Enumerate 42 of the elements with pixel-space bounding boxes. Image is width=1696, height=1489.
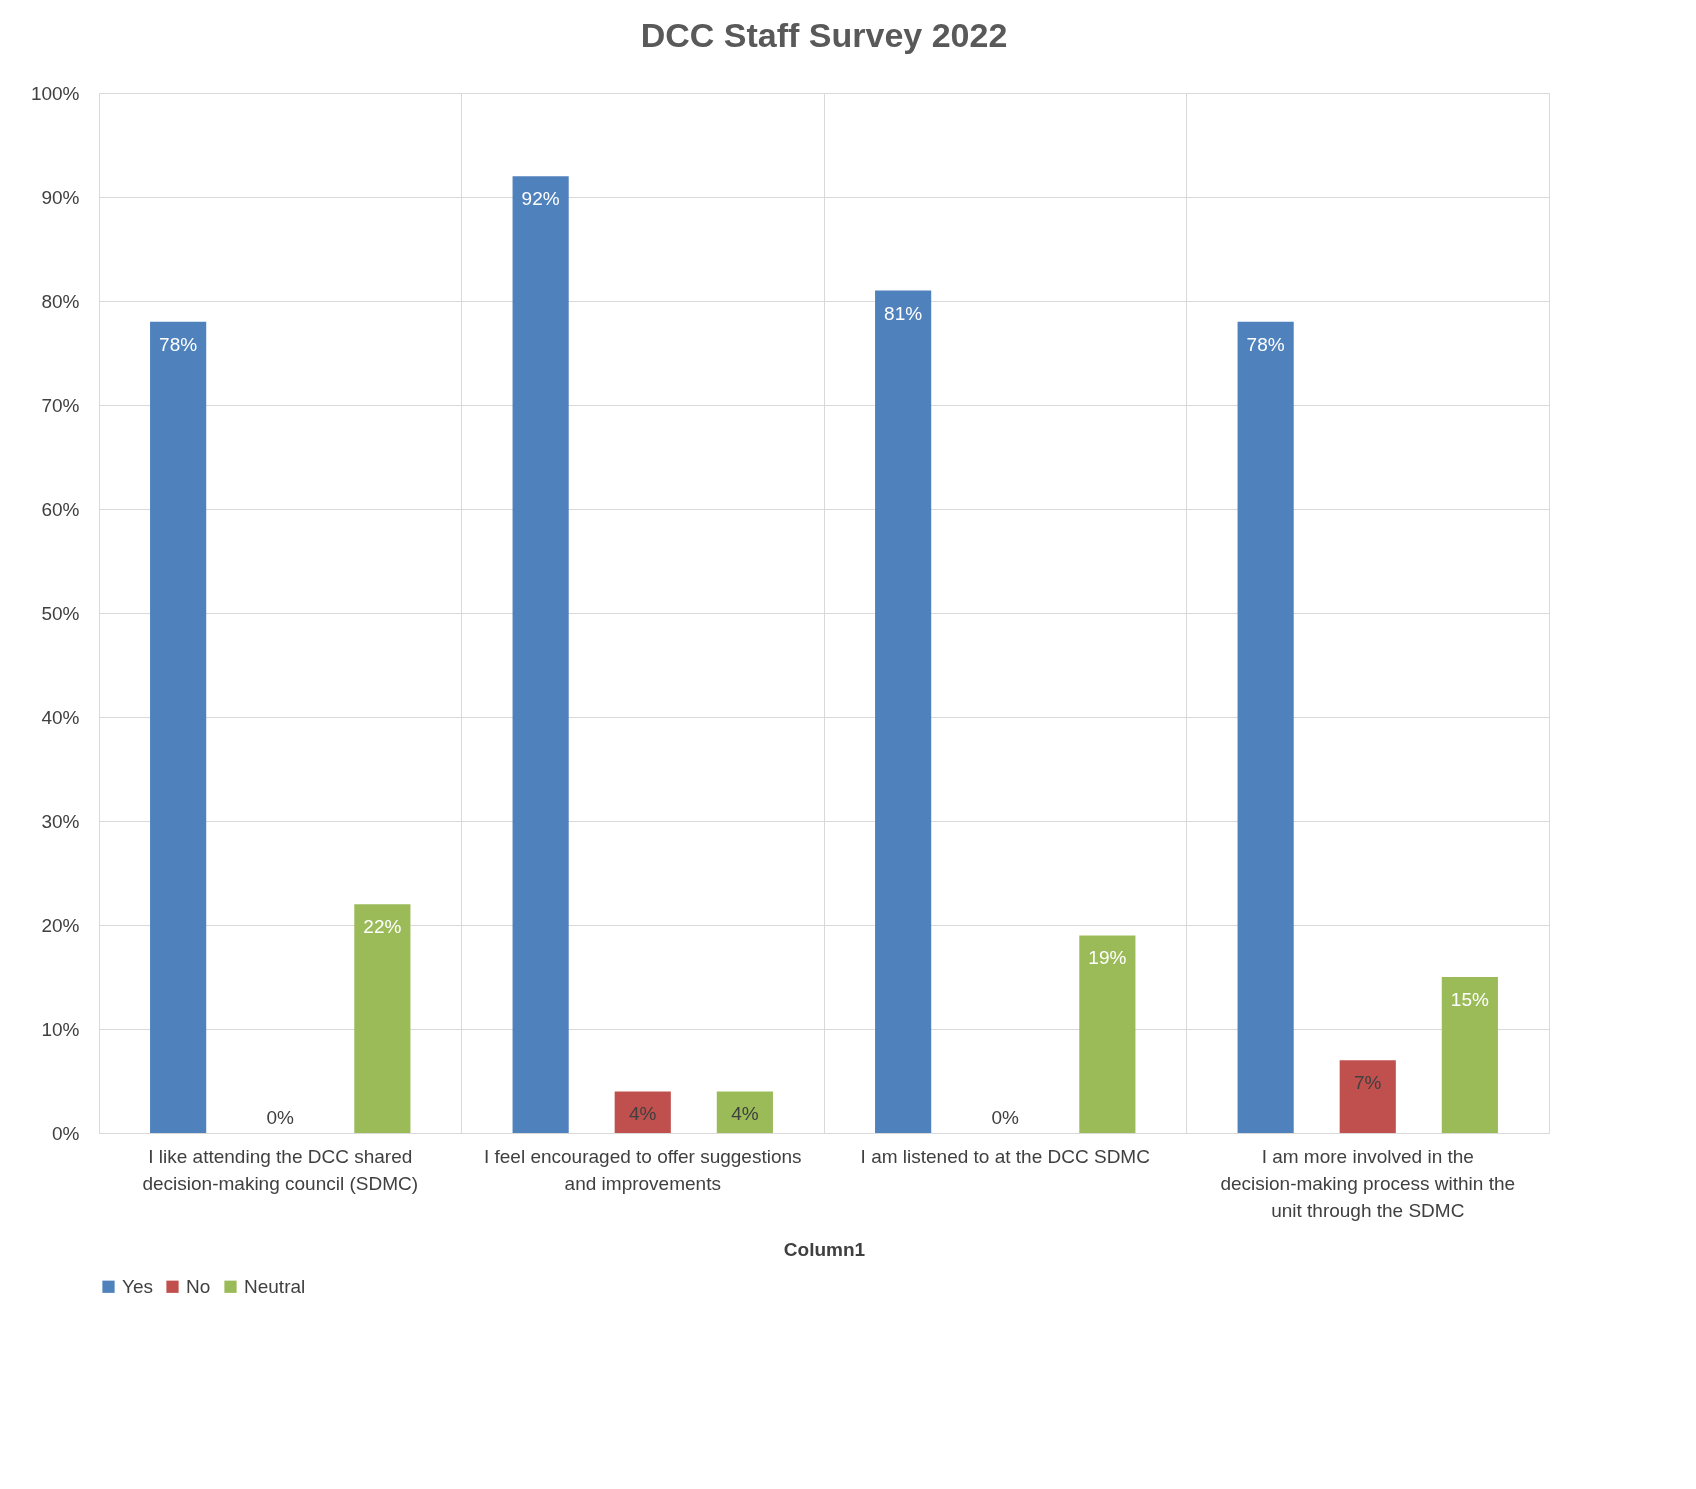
data-label: 4% bbox=[731, 1103, 759, 1125]
data-label: 78% bbox=[159, 333, 198, 355]
data-label: 4% bbox=[629, 1103, 657, 1125]
y-tick-label: 90% bbox=[41, 186, 80, 208]
legend-label: Yes bbox=[122, 1275, 153, 1297]
data-label: 7% bbox=[1354, 1072, 1382, 1094]
y-tick-label: 0% bbox=[52, 1122, 80, 1144]
data-label: 92% bbox=[521, 188, 560, 210]
y-tick-label: 70% bbox=[41, 394, 80, 416]
x-tick-label: I feel encouraged to offer suggestions and improvements bbox=[483, 1145, 802, 1194]
y-tick-label: 100% bbox=[30, 82, 80, 104]
data-label: 78% bbox=[1246, 333, 1285, 355]
chart-title: DCC Staff Survey 2022 bbox=[640, 16, 1008, 54]
bar bbox=[354, 904, 411, 1133]
x-tick-label: I am more involved in the decision-making process within the unit through the SDMC bbox=[1220, 1145, 1516, 1221]
bar bbox=[512, 176, 569, 1133]
y-tick-label: 20% bbox=[41, 914, 80, 936]
bar bbox=[1339, 1060, 1396, 1133]
legend-label: Neutral bbox=[244, 1275, 306, 1297]
y-tick-label: 60% bbox=[41, 498, 80, 520]
y-tick-label: 50% bbox=[41, 602, 80, 624]
bar bbox=[1079, 935, 1136, 1133]
bar bbox=[875, 290, 932, 1133]
legend-label: No bbox=[186, 1275, 211, 1297]
data-label: 0% bbox=[266, 1107, 295, 1128]
data-label: 19% bbox=[1088, 947, 1127, 969]
x-tick-label: I am listened to at the DCC SDMC bbox=[860, 1145, 1150, 1167]
x-axis-title: Column1 bbox=[783, 1238, 866, 1260]
data-label: 22% bbox=[363, 916, 402, 938]
y-tick-label: 30% bbox=[41, 810, 80, 832]
y-tick-label: 80% bbox=[41, 290, 80, 312]
data-label: 81% bbox=[884, 302, 923, 324]
y-tick-label: 10% bbox=[41, 1018, 80, 1040]
y-tick-label: 40% bbox=[41, 706, 80, 728]
bar bbox=[1441, 977, 1498, 1133]
data-label: 15% bbox=[1450, 989, 1489, 1010]
bar bbox=[614, 1091, 671, 1133]
data-label: 0% bbox=[991, 1107, 1020, 1128]
bar bbox=[716, 1091, 773, 1133]
bar bbox=[150, 321, 207, 1133]
x-tick-label: I like attending the DCC shared decision-making council (SDMC) bbox=[142, 1145, 419, 1194]
bar bbox=[1237, 321, 1294, 1133]
